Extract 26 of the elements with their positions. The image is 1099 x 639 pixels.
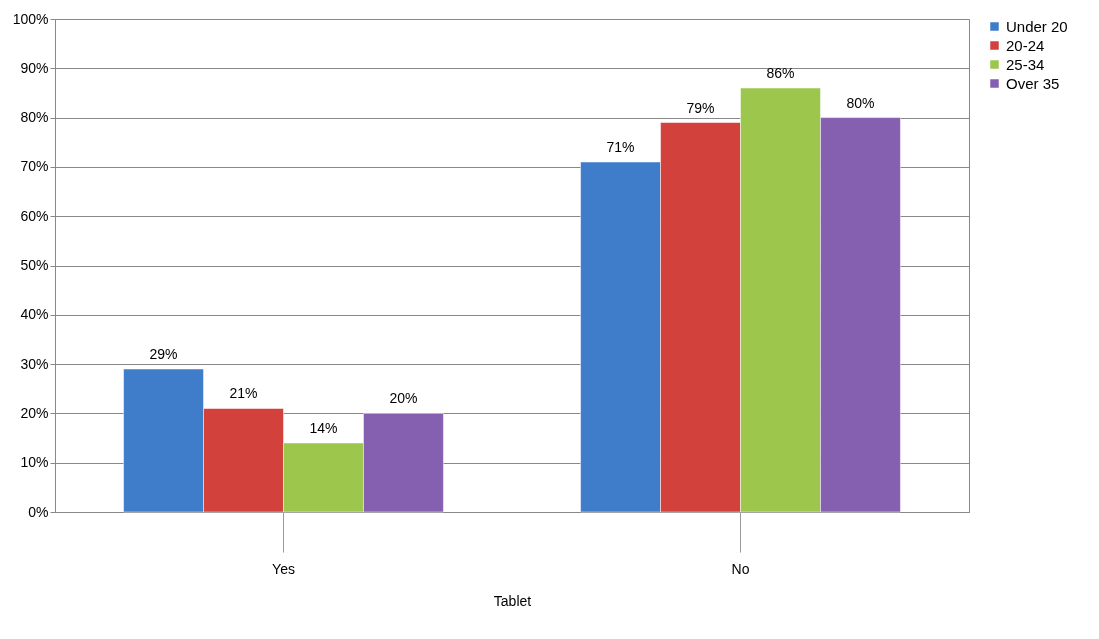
y-tick-label: 10% xyxy=(20,454,49,471)
data-label: 71% xyxy=(606,138,635,155)
legend-label: Over 35 xyxy=(1006,74,1060,92)
y-tick-label: 20% xyxy=(20,404,49,421)
legend-label: Under 20 xyxy=(1006,17,1068,35)
y-tick-label: 80% xyxy=(20,109,49,126)
data-label: 86% xyxy=(766,65,795,82)
legend-label: 20-24 xyxy=(1006,36,1045,54)
data-label: 20% xyxy=(389,390,418,407)
y-tick-label: 30% xyxy=(20,355,49,372)
data-label: 80% xyxy=(846,94,875,111)
y-tick-label: 0% xyxy=(28,503,49,520)
data-label: 79% xyxy=(686,99,715,116)
y-tick-label: 90% xyxy=(20,59,49,76)
y-tick-label: 40% xyxy=(20,306,49,323)
data-label: 14% xyxy=(309,419,338,436)
y-tick-label: 100% xyxy=(12,10,49,27)
y-tick-label: 60% xyxy=(20,207,49,224)
x-axis-title: Tablet xyxy=(493,592,532,609)
data-label: 29% xyxy=(149,346,178,363)
x-tick-label: Yes xyxy=(272,560,295,577)
y-tick-label: 50% xyxy=(20,257,49,273)
x-tick-label: No xyxy=(731,560,750,577)
legend-label: 25-34 xyxy=(1006,55,1045,73)
y-tick-label: 70% xyxy=(20,158,49,175)
data-label: 21% xyxy=(229,385,258,402)
